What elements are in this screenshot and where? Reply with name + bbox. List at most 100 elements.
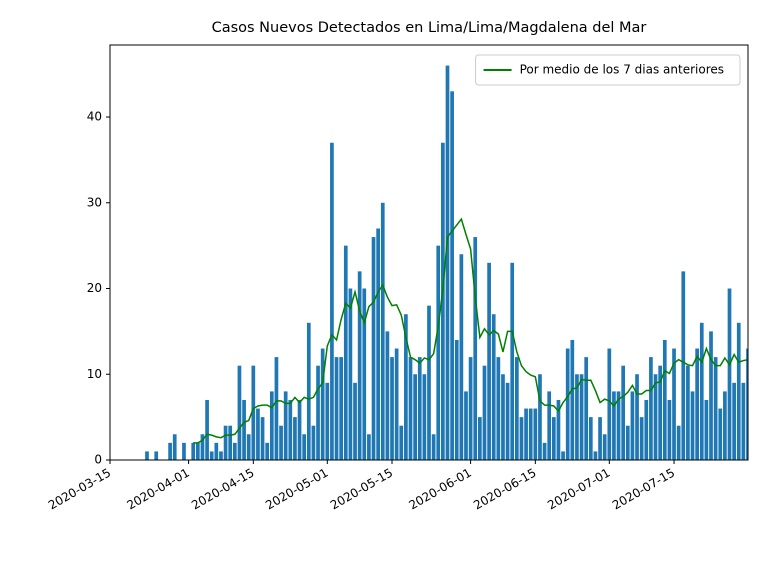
bar	[311, 425, 316, 460]
bar	[334, 357, 339, 460]
bar	[376, 228, 380, 460]
bar	[662, 339, 667, 460]
bar	[727, 288, 732, 460]
bar	[468, 357, 473, 460]
bar	[658, 365, 663, 460]
bar	[709, 331, 713, 460]
bar	[482, 365, 487, 460]
bar	[237, 365, 242, 460]
x-tick-label: 2020-03-15	[46, 466, 113, 513]
bar	[653, 374, 658, 460]
bar	[718, 408, 723, 460]
bar	[404, 314, 408, 460]
bar	[223, 425, 228, 460]
bar	[348, 288, 353, 460]
bar	[635, 374, 639, 460]
bar	[533, 408, 538, 460]
bar	[649, 357, 653, 460]
x-tick-label: 2020-06-01	[406, 466, 473, 513]
bar	[288, 399, 293, 460]
bar	[723, 391, 727, 460]
bar	[232, 442, 237, 460]
bar	[607, 348, 612, 460]
bar	[394, 348, 399, 460]
bar	[528, 408, 533, 460]
bar	[191, 442, 196, 460]
bar	[524, 408, 528, 460]
bar	[182, 442, 186, 460]
bar	[593, 451, 598, 460]
bar	[538, 374, 542, 460]
bar	[478, 417, 482, 460]
bar	[154, 451, 159, 460]
y-tick-label: 20	[87, 281, 102, 295]
bar	[450, 91, 454, 460]
bar	[625, 425, 630, 460]
bar	[260, 417, 265, 460]
bar	[473, 237, 478, 460]
bar	[551, 417, 556, 460]
x-tick-label: 2020-04-01	[124, 466, 191, 513]
bar	[542, 442, 547, 460]
x-tick-label: 2020-07-15	[610, 466, 677, 513]
bar	[491, 314, 496, 460]
bar	[519, 417, 524, 460]
bar	[505, 382, 510, 460]
bar	[200, 434, 205, 460]
x-tick-label: 2020-05-15	[328, 466, 395, 513]
bar	[228, 425, 233, 460]
bar	[454, 339, 459, 460]
bar	[565, 348, 570, 460]
bar	[575, 374, 579, 460]
y-tick-label: 0	[94, 453, 102, 467]
bar	[510, 262, 515, 460]
legend-box	[475, 54, 741, 86]
bar	[584, 357, 589, 460]
bar	[464, 391, 468, 460]
bar	[690, 391, 695, 460]
bar	[672, 348, 676, 460]
bar	[427, 305, 431, 460]
x-tick-label: 2020-04-15	[189, 466, 256, 513]
bar	[570, 339, 575, 460]
bar	[612, 391, 616, 460]
bar	[269, 391, 274, 460]
bar	[741, 382, 746, 460]
bar	[325, 382, 330, 460]
bar	[265, 442, 270, 460]
bar	[256, 408, 260, 460]
bar	[283, 391, 288, 460]
bar	[644, 399, 649, 460]
x-tick-label: 2020-05-01	[263, 466, 330, 513]
bar	[371, 237, 376, 460]
x-tick-label: 2020-06-15	[471, 466, 538, 513]
bar	[561, 451, 565, 460]
bar	[209, 451, 214, 460]
bar	[362, 288, 367, 460]
bar	[746, 348, 748, 460]
y-tick-label: 40	[87, 110, 102, 124]
chart-title: Casos Nuevos Detectados en Lima/Lima/Mag…	[212, 20, 647, 36]
bar	[639, 417, 644, 460]
bar	[172, 434, 177, 460]
x-tick-label: 2020-07-01	[545, 466, 612, 513]
plot-area	[145, 65, 748, 460]
bar	[621, 365, 626, 460]
y-tick-label: 30	[87, 195, 102, 209]
bar	[602, 434, 607, 460]
bar	[417, 357, 422, 460]
bar	[219, 451, 223, 460]
bar	[251, 365, 256, 460]
bar	[413, 374, 417, 460]
bar	[588, 417, 593, 460]
bar	[330, 142, 334, 460]
bar	[667, 399, 672, 460]
bar	[195, 442, 200, 460]
bar	[445, 65, 450, 460]
bar	[306, 322, 311, 460]
line	[193, 217, 748, 444]
bar	[168, 442, 172, 460]
bar	[380, 202, 385, 460]
legend-label: Por medio de los 7 dias anteriores	[520, 63, 724, 77]
